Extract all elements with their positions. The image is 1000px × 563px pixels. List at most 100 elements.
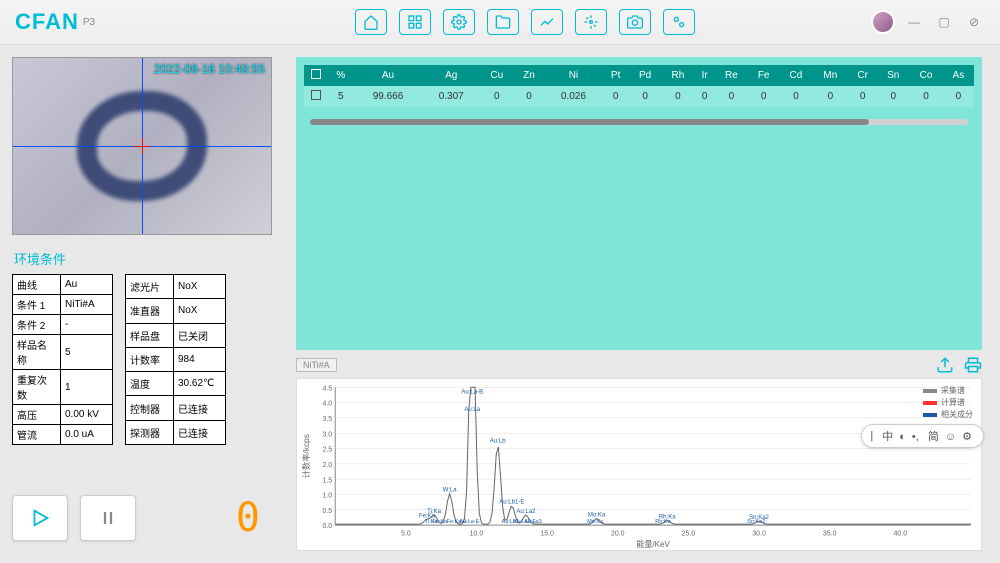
result-cell: 0 xyxy=(513,86,544,107)
result-cell: 0 xyxy=(779,86,812,107)
tools-icon[interactable] xyxy=(663,9,695,35)
param-val: Au xyxy=(61,275,113,295)
svg-text:0.0: 0.0 xyxy=(322,522,332,530)
param-val: 30.62℃ xyxy=(174,372,226,396)
spectrum-chart: 0.00.51.01.52.02.53.03.54.04.55.010.015.… xyxy=(296,378,982,551)
close-button[interactable]: ⊘ xyxy=(963,13,985,31)
result-col: Pd xyxy=(629,65,661,86)
svg-text:4.0: 4.0 xyxy=(322,400,332,408)
result-col: Cd xyxy=(779,65,812,86)
legend-label: 采集谱 xyxy=(941,385,965,396)
param-val: - xyxy=(61,315,113,335)
svg-text:3.5: 3.5 xyxy=(322,415,332,423)
svg-text:Sn:Ka2: Sn:Ka2 xyxy=(747,519,765,525)
svg-text:Au:La-E: Au:La-E xyxy=(459,519,479,525)
param-val: 0.00 kV xyxy=(61,405,113,425)
result-cell: 0 xyxy=(629,86,661,107)
counter-display: 0 xyxy=(236,495,260,541)
result-col: Ag xyxy=(422,65,480,86)
pause-button[interactable] xyxy=(80,495,136,541)
app-header: CFAN P3 — ▢ ⊘ xyxy=(0,0,1000,45)
result-col: Pt xyxy=(602,65,629,86)
result-cell: 99.666 xyxy=(354,86,423,107)
param-key: 探测器 xyxy=(126,420,174,444)
user-avatar[interactable] xyxy=(871,10,895,34)
result-cell: 0 xyxy=(848,86,877,107)
radiation-icon[interactable] xyxy=(575,9,607,35)
svg-text:15.0: 15.0 xyxy=(540,529,554,537)
header-right: — ▢ ⊘ xyxy=(871,10,985,34)
result-cell: 0 xyxy=(661,86,694,107)
settings-icon[interactable] xyxy=(443,9,475,35)
param-key: 样品名称 xyxy=(13,335,61,370)
result-col: Sn xyxy=(877,65,909,86)
ime-item[interactable]: ☺ xyxy=(945,431,956,443)
result-col: Zn xyxy=(513,65,544,86)
result-col: % xyxy=(328,65,354,86)
param-val: 5 xyxy=(61,335,113,370)
param-key: 计数率 xyxy=(126,347,174,371)
apps-icon[interactable] xyxy=(399,9,431,35)
param-val: NoX xyxy=(174,299,226,323)
svg-text:40.0: 40.0 xyxy=(893,529,907,537)
param-key: 滤光片 xyxy=(126,275,174,299)
svg-text:4.5: 4.5 xyxy=(322,384,332,392)
home-icon[interactable] xyxy=(355,9,387,35)
result-cell: 0 xyxy=(943,86,974,107)
param-val: 0.0 uA xyxy=(61,425,113,445)
param-key: 控制器 xyxy=(126,396,174,420)
param-key: 管流 xyxy=(13,425,61,445)
param-val: 已连接 xyxy=(174,420,226,444)
export-icon[interactable] xyxy=(936,356,954,374)
folder-icon[interactable] xyxy=(487,9,519,35)
result-col: Fe xyxy=(748,65,779,86)
env-section-title: 环境条件 xyxy=(14,249,278,268)
svg-text:Au:La2: Au:La2 xyxy=(516,508,536,515)
maximize-button[interactable]: ▢ xyxy=(933,13,955,31)
svg-text:Au:La-B: Au:La-B xyxy=(461,388,483,395)
svg-text:2.5: 2.5 xyxy=(322,446,332,454)
ime-item[interactable]: ⚙ xyxy=(962,431,972,443)
ime-item[interactable]: 中 xyxy=(882,431,893,443)
ime-item[interactable]: •, xyxy=(912,431,922,443)
minimize-button[interactable]: — xyxy=(903,13,925,31)
param-val: NiTi#A xyxy=(61,295,113,315)
svg-text:Rh:Ka: Rh:Ka xyxy=(655,519,671,525)
result-col: Co xyxy=(909,65,942,86)
result-cell: 0.026 xyxy=(545,86,603,107)
svg-text:2.0: 2.0 xyxy=(322,461,332,469)
result-col: Mn xyxy=(813,65,849,86)
result-cell: 0 xyxy=(715,86,748,107)
right-panel: %AuAgCuZnNiPtPdRhIrReFeCdMnCrSnCoAs 599.… xyxy=(290,45,1000,563)
result-cell: 5 xyxy=(328,86,354,107)
svg-text:25.0: 25.0 xyxy=(682,529,696,537)
result-col: Cu xyxy=(480,65,513,86)
param-key: 条件 1 xyxy=(13,295,61,315)
svg-text:1.5: 1.5 xyxy=(322,476,332,484)
left-panel: 2022-08-16 10:48:55 环境条件 曲线Au条件 1NiTi#A条… xyxy=(0,45,290,563)
result-col: Ir xyxy=(695,65,715,86)
results-table: %AuAgCuZnNiPtPdRhIrReFeCdMnCrSnCoAs 599.… xyxy=(304,65,974,107)
result-col: Re xyxy=(715,65,748,86)
horizontal-scrollbar[interactable] xyxy=(310,119,968,125)
result-cell: 0 xyxy=(695,86,715,107)
legend-label: 计算谱 xyxy=(941,397,965,408)
param-val: 984 xyxy=(174,347,226,371)
result-cell: 0 xyxy=(909,86,942,107)
ime-toolbar[interactable]: | 中◐•, 简☺⚙ xyxy=(861,424,984,448)
svg-text:Au:Lb: Au:Lb xyxy=(490,437,506,444)
play-button[interactable] xyxy=(12,495,68,541)
chart-icon[interactable] xyxy=(531,9,563,35)
spectrum-toolbar: NiTi#A xyxy=(296,356,982,374)
legend-label: 相关成分 xyxy=(941,409,973,420)
camera-icon[interactable] xyxy=(619,9,651,35)
svg-text:1.0: 1.0 xyxy=(322,492,332,500)
ime-item[interactable]: 简 xyxy=(928,431,939,443)
ime-item[interactable]: ◐ xyxy=(899,431,906,443)
params-table-right: 滤光片NoX准直器NoX样品盘已关闭计数率984温度30.62℃控制器已连接探测… xyxy=(125,274,226,445)
print-icon[interactable] xyxy=(964,356,982,374)
param-key: 重复次数 xyxy=(13,370,61,405)
param-val: 已连接 xyxy=(174,396,226,420)
result-col: Ni xyxy=(545,65,603,86)
result-col: Au xyxy=(354,65,423,86)
